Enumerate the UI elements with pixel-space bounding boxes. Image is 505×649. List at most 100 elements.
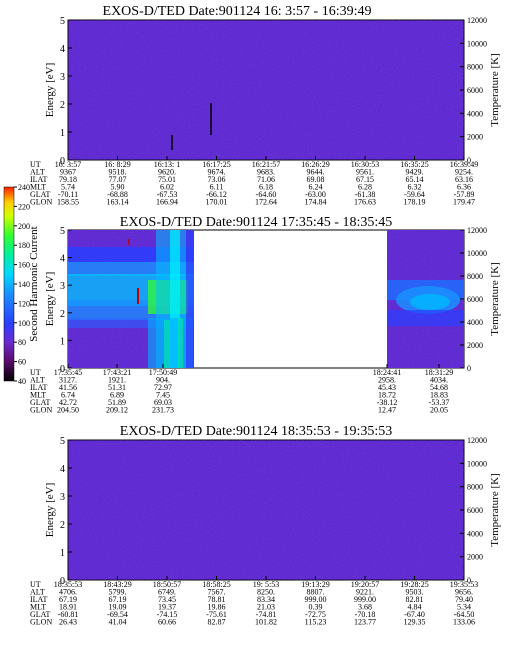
table-cell: -74.15: [157, 610, 178, 619]
table-cell: 3127.: [59, 376, 77, 385]
colorbar-tick-label: 40: [18, 377, 26, 386]
table-label-ut: UT: [30, 580, 41, 589]
table-cell: 9254.: [455, 168, 473, 177]
table-cell: 999.00: [305, 595, 327, 604]
table-cell: 8807.: [307, 588, 325, 597]
table-cell: -66.12: [206, 190, 227, 199]
table-cell: 178.19: [404, 198, 426, 207]
table-cell: 174.84: [305, 198, 327, 207]
table-cell: 204.50: [57, 406, 79, 415]
y2-tick-label: 4000: [467, 109, 483, 118]
y2-tick-label: 0: [467, 364, 471, 373]
y-tick-label: 0: [60, 576, 65, 587]
table-cell: -64.50: [454, 610, 475, 619]
table-cell: 16:35:25: [400, 160, 428, 169]
colorbar-tick-label: 200: [18, 222, 30, 231]
table-cell: 4706.: [59, 588, 77, 597]
y-tick-label: 1: [60, 128, 65, 139]
y-tick-label: 0: [60, 364, 65, 375]
table-cell: 9561.: [356, 168, 374, 177]
table-cell: 6.18: [259, 183, 273, 192]
table-cell: 71.06: [257, 175, 275, 184]
y-tick-label: 0: [60, 156, 65, 167]
colorbar-tick-label: 240: [18, 183, 30, 192]
noise-texture: [68, 440, 464, 580]
y2-tick-label: 12000: [467, 16, 487, 25]
y2-tick-label: 12000: [467, 226, 487, 235]
colorbar-tick-label: 120: [18, 299, 30, 308]
table-cell: 9221.: [356, 588, 374, 597]
y2-tick-label: 12000: [467, 436, 487, 445]
y-axis-left: 0 1 2 3 4 5: [60, 226, 72, 375]
table-cell: 83.34: [257, 595, 275, 604]
y-tick-label: 4: [60, 464, 65, 475]
table-cell: -69.54: [107, 610, 128, 619]
table-label-glat: GLAT: [30, 398, 51, 407]
y-tick-label: 5: [60, 226, 65, 237]
table-label-ut: UT: [30, 160, 41, 169]
y-tick-label: 2: [60, 309, 65, 320]
table-cell: -70.11: [58, 190, 78, 199]
table-cell: 42.72: [59, 398, 77, 407]
table-label-ilat: ILAT: [30, 383, 47, 392]
y-axis-right: 0 2000 4000 6000 8000 10000 12000: [460, 226, 487, 373]
table-cell: 26.43: [59, 618, 77, 627]
table-cell: 9518.: [109, 168, 127, 177]
y-tick-label: 1: [60, 336, 65, 347]
table-cell: -68.88: [107, 190, 128, 199]
table-cell: 18.83: [430, 391, 448, 400]
table-cell: 0.39: [309, 603, 323, 612]
table-cell: 17:35:45: [54, 368, 82, 377]
table-cell: 78.81: [208, 595, 226, 604]
y2-tick-label: 8000: [467, 63, 483, 72]
table-cell: 18:35:53: [54, 580, 82, 589]
table-cell: 4.84: [408, 603, 422, 612]
panel-2: EXOS-D/TED Date:901124 17:35:45 - 18:35:…: [30, 215, 501, 415]
table-cell: 999.00: [354, 595, 376, 604]
table-cell: 6.74: [61, 391, 75, 400]
table-cell: 60.66: [158, 618, 176, 627]
table-cell: 9503.: [406, 588, 424, 597]
y-tick-label: 4: [60, 44, 65, 55]
table-cell: 16:13: 1: [154, 160, 180, 169]
table-label-glat: GLAT: [30, 190, 51, 199]
y-axis-right: 0 2000 4000 6000 8000 10000 12000: [460, 16, 487, 165]
table-cell: 6.02: [160, 183, 174, 192]
table-cell: 5.34: [457, 603, 471, 612]
y-axis-label: Energy [eV]: [44, 483, 56, 537]
table-cell: 18.91: [59, 603, 77, 612]
table-label-glat: GLAT: [30, 610, 51, 619]
table-label-glon: GLON: [30, 198, 52, 207]
table-cell: -70.18: [355, 610, 376, 619]
table-cell: 77.07: [109, 175, 127, 184]
table-cell: 12.47: [378, 406, 396, 415]
table-label-mlt: MLT: [30, 603, 46, 612]
y-axis-right: 0 2000 4000 6000 8000 10000 12000: [460, 436, 487, 585]
colorbar-tick-label: 180: [18, 241, 30, 250]
table-cell: 63.16: [455, 175, 473, 184]
y2-tick-label: 2000: [467, 133, 483, 142]
table-cell: 41.56: [59, 383, 77, 392]
y2-tick-label: 10000: [467, 39, 487, 48]
table-cell: -61.38: [355, 190, 376, 199]
table-cell: 9620.: [158, 168, 176, 177]
data-block-left: [68, 230, 194, 368]
table-cell: 73.06: [208, 175, 226, 184]
table-cell: 5.90: [111, 183, 125, 192]
table-label-glon: GLON: [30, 618, 52, 627]
table-cell: 18:50:57: [153, 580, 181, 589]
y2-tick-label: 6000: [467, 295, 483, 304]
table-cell: 19:35:53: [450, 580, 478, 589]
y2-tick-label: 10000: [467, 249, 487, 258]
table-cell: 18:24:41: [373, 368, 401, 377]
table-cell: 6.11: [210, 183, 224, 192]
y-axis-label: Energy [eV]: [44, 63, 56, 117]
table-cell: -67.53: [157, 190, 178, 199]
table-cell: -75.61: [206, 610, 227, 619]
table-cell: -59.64: [404, 190, 425, 199]
table-cell: 16:21:57: [252, 160, 280, 169]
